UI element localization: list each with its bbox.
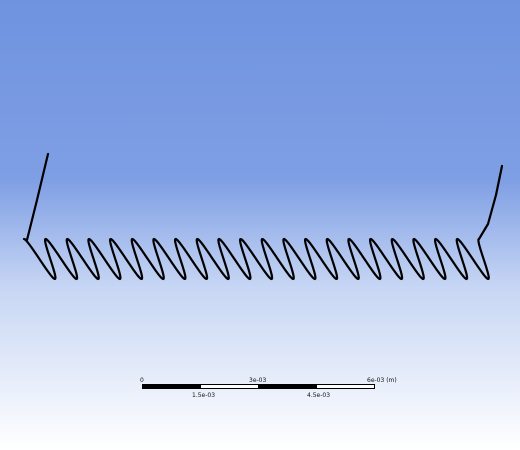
coil-wire[interactable] [22,152,504,281]
